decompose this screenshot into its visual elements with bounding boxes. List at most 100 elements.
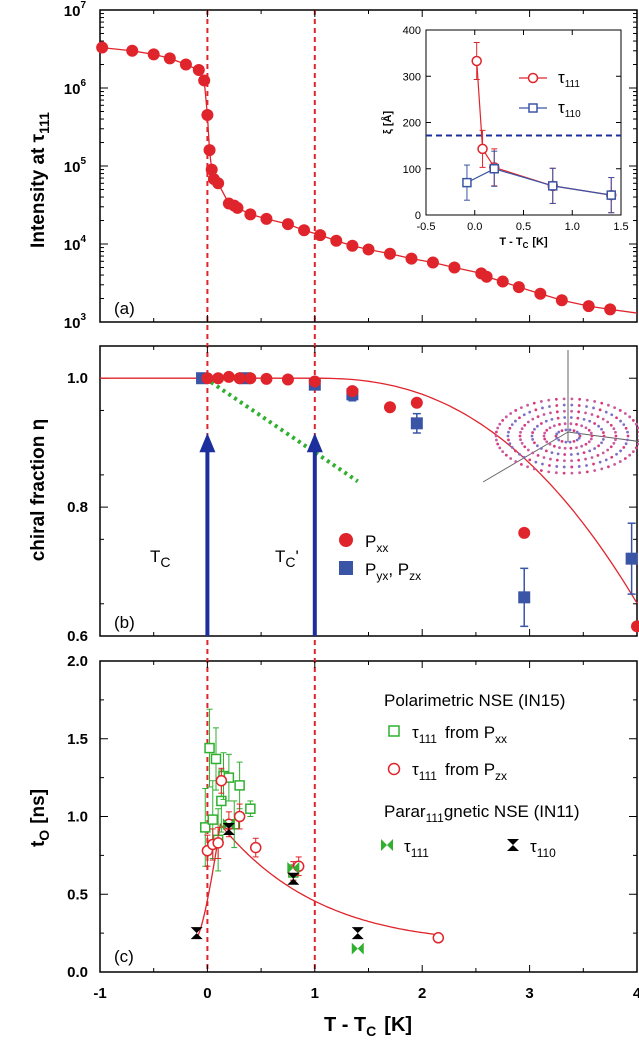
panel-a-point xyxy=(205,163,218,176)
y-tick-label: 103 xyxy=(64,312,87,332)
helix-dot xyxy=(522,455,526,459)
inset-x-tick-label: 0.0 xyxy=(467,221,482,233)
helix-dot xyxy=(585,398,589,402)
inset-circle-point xyxy=(471,55,482,67)
helix-dot xyxy=(578,397,582,401)
helix-dot xyxy=(619,419,622,423)
helix-dot xyxy=(607,403,610,407)
panel-a-point xyxy=(281,218,294,231)
legend-c-title-2: Parar111gnetic NSE (IN11) xyxy=(384,802,580,825)
helix-dot xyxy=(550,417,554,421)
panel-a-point xyxy=(201,109,214,122)
helix-dot xyxy=(598,460,602,464)
panel-a-point xyxy=(582,300,595,313)
helix-dot xyxy=(619,449,622,453)
inset-legend-marker xyxy=(528,103,538,113)
helix-dot xyxy=(576,452,580,456)
helix-dot xyxy=(514,460,518,463)
inset-x-tick-label: 1.5 xyxy=(613,221,628,233)
helix-dot xyxy=(600,401,604,405)
helix-dot xyxy=(539,400,543,403)
x-tick-label: 4 xyxy=(633,985,639,1002)
helix-dot xyxy=(535,444,539,448)
helix-dot xyxy=(509,457,513,460)
helix-dot xyxy=(624,442,628,446)
helix-dot xyxy=(636,442,639,446)
helix-dot xyxy=(554,434,558,438)
helix-dot xyxy=(532,401,536,405)
helix-dot xyxy=(547,470,551,474)
helix-dot xyxy=(624,426,628,430)
helix-dot xyxy=(584,457,587,461)
panel-a-point xyxy=(512,281,525,294)
helix-dot xyxy=(563,459,566,463)
helix-dot xyxy=(585,470,589,474)
panel-a-point xyxy=(244,208,257,221)
helix-dot xyxy=(541,462,544,466)
helix-dot xyxy=(507,438,510,442)
helix-dot xyxy=(507,430,510,434)
panel-b-circle-point xyxy=(346,385,359,398)
helix-dot xyxy=(613,406,617,410)
helix-dot xyxy=(542,434,546,438)
helix-dot xyxy=(520,427,524,431)
helix-dot xyxy=(558,446,561,449)
helix-dot xyxy=(597,444,601,448)
panel-b-circle-point xyxy=(410,396,423,409)
panel-b-circle-point xyxy=(518,526,531,539)
helix-dot xyxy=(593,469,597,472)
legend-c-red-circle xyxy=(387,762,401,776)
helix-dot xyxy=(563,409,566,413)
helix-dot xyxy=(590,456,594,459)
helix-dot xyxy=(626,430,629,434)
helix-dot xyxy=(504,415,508,419)
helix-dot xyxy=(570,465,574,469)
helix-dot xyxy=(612,427,616,431)
legend-c-green-square xyxy=(388,725,400,737)
panel-b-circle-point xyxy=(212,372,225,385)
helix-dot xyxy=(585,405,588,408)
helix-dot xyxy=(552,424,556,428)
legend-b-pxx-label: Pxx xyxy=(365,532,388,555)
panel-c-fit-curve xyxy=(196,822,442,939)
y-tick-label: 0.8 xyxy=(67,499,88,516)
helix-dot xyxy=(592,406,595,410)
helix-dot xyxy=(526,465,529,469)
inset-square-point xyxy=(606,190,616,200)
helix-dot xyxy=(519,406,523,410)
panel-b-fit-curve xyxy=(100,377,638,604)
helix-dot xyxy=(584,411,587,415)
helix-dot xyxy=(631,450,635,454)
helix-dot xyxy=(582,451,586,455)
panel-a-point xyxy=(534,287,547,300)
helix-dot xyxy=(495,430,498,434)
helix-dot xyxy=(549,457,552,461)
y-tick-label: 106 xyxy=(64,78,87,98)
panel-c-green-square xyxy=(200,822,211,833)
helix-dot xyxy=(541,406,544,410)
inset-legend-marker xyxy=(527,72,539,84)
inset-x-tick-label: 0.5 xyxy=(516,221,531,233)
panel-a-point xyxy=(298,224,311,237)
helix-dot xyxy=(554,471,558,475)
helix-dot xyxy=(518,452,521,456)
panel-c-green-square xyxy=(207,814,219,825)
helix-dot xyxy=(542,456,546,459)
inset-chart: -0.5 0.0 0.5 1.0 1.5 0 100 200 300 400 ξ [Å] T - TC… xyxy=(381,25,629,250)
helix-dot xyxy=(514,419,517,423)
x-tick-label: 1 xyxy=(311,985,319,1002)
helix-dot xyxy=(564,428,568,432)
helix-dot xyxy=(601,438,605,441)
helix-dot xyxy=(555,436,559,440)
tc-arrow-head xyxy=(306,433,323,453)
helix-dot xyxy=(508,426,512,430)
panel-c-red-circle xyxy=(212,837,224,849)
helix-dot xyxy=(604,458,608,462)
helix-dot xyxy=(623,412,627,415)
helix-dot xyxy=(570,403,574,407)
inset-circle-point xyxy=(477,143,488,155)
y-tick-label: 0.0 xyxy=(67,964,88,981)
helix-dot xyxy=(580,424,584,428)
helix-dot xyxy=(508,442,512,446)
panel-c-green-square xyxy=(234,780,245,791)
